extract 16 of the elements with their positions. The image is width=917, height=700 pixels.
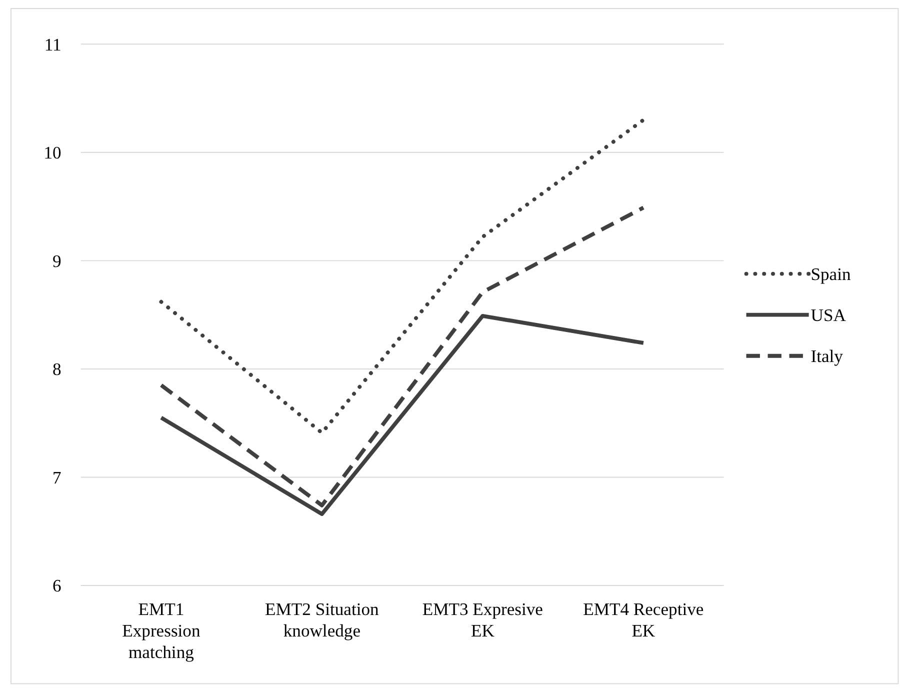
y-tick-label: 8 <box>52 359 62 380</box>
legend-label: Italy <box>810 346 844 366</box>
line-series <box>159 206 646 508</box>
y-tick-label: 10 <box>44 142 62 163</box>
y-tick-label: 7 <box>52 467 62 488</box>
x-tick-label: EMT2 Situation knowledge <box>265 598 380 640</box>
y-tick-label: 9 <box>52 250 62 271</box>
legend-label: USA <box>810 304 846 325</box>
y-tick-label: 6 <box>52 576 62 596</box>
line-series <box>159 118 646 435</box>
x-tick-label: EMT1 Expression matching <box>122 598 200 662</box>
x-tick-label: EMT3 Expresive EK <box>422 598 544 640</box>
legend-label: Spain <box>810 264 852 284</box>
x-tick-label: EMT4 Receptive EK <box>583 598 704 640</box>
y-tick-label: 11 <box>44 34 62 54</box>
line-series <box>159 314 646 516</box>
